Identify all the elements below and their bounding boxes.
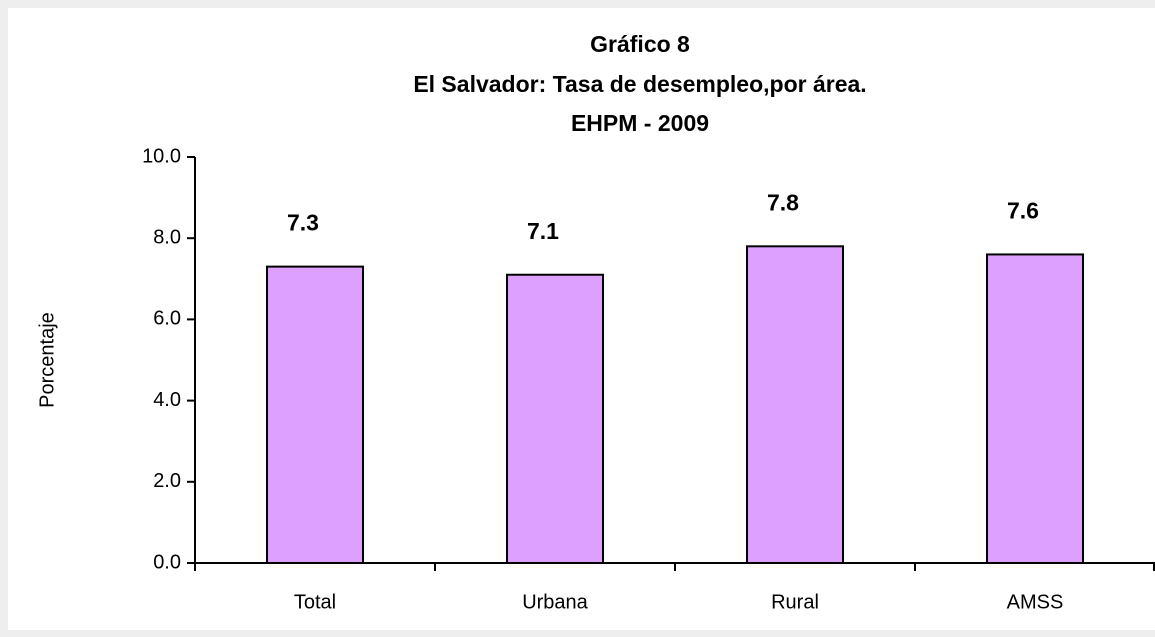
y-axis-label: Porcentaje: [36, 312, 58, 408]
value-label: 7.6: [1007, 198, 1039, 224]
bar: [746, 245, 844, 564]
y-tick-label: 0.0: [153, 551, 181, 573]
y-tick-label: 10.0: [142, 145, 181, 167]
y-tick-label: 4.0: [153, 389, 181, 411]
x-tick-label: Rural: [771, 591, 819, 613]
x-tick-label: AMSS: [1007, 591, 1064, 613]
bar: [506, 273, 604, 564]
value-label: 7.3: [287, 210, 319, 236]
bar: [266, 265, 364, 564]
value-label: 7.8: [767, 189, 799, 215]
bar: [986, 253, 1084, 564]
x-tick-label: Urbana: [522, 591, 588, 613]
value-label: 7.1: [527, 218, 559, 244]
y-tick-label: 6.0: [153, 308, 181, 330]
chart-title: EHPM - 2009: [571, 110, 709, 136]
chart-title: El Salvador: Tasa de desempleo,por área.: [413, 71, 866, 97]
y-tick-label: 8.0: [153, 226, 181, 248]
chart-title: Gráfico 8: [590, 31, 690, 57]
y-tick-label: 2.0: [153, 470, 181, 492]
x-tick-label: Total: [294, 591, 336, 613]
